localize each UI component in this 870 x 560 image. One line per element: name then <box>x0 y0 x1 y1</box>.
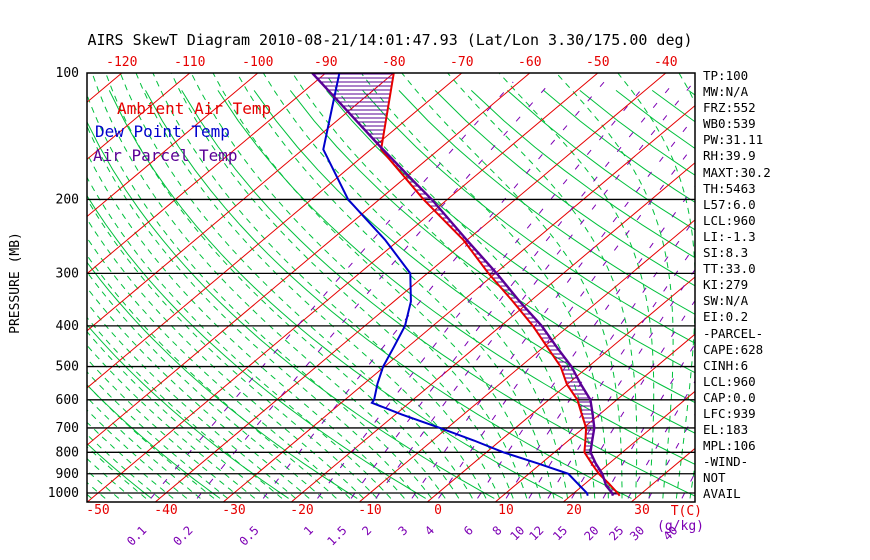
plot-frame <box>86 72 696 503</box>
mixing-ratio-tick: 20 <box>581 523 601 543</box>
bottom-temp-axis-labels: -50 -40 -30 -20 -10 0 10 20 30 <box>86 503 650 518</box>
stat-line: CINH:6 <box>703 357 749 373</box>
stat-line: WB0:539 <box>703 116 756 132</box>
top-temp-tick: -90 <box>314 55 337 70</box>
mixing-ratio-tick: 0.5 <box>237 523 262 548</box>
top-temp-axis-labels: -120 -110 -100 -90 -80 -70 -60 -50 -40 <box>106 55 677 70</box>
stat-line: TT:33.0 <box>703 261 756 277</box>
plot-area <box>87 73 695 502</box>
stat-line: -WIND- <box>703 454 749 470</box>
mixing-ratio-tick: 10 <box>507 523 527 543</box>
mixing-ratio-tick: 30 <box>627 523 647 543</box>
stat-line: TP:100 <box>703 68 749 83</box>
stat-line: L57:6.0 <box>703 196 756 212</box>
mixing-ratio-tick: 2 <box>359 523 374 538</box>
legend-dew-point-temp: Dew Point Temp <box>95 122 230 141</box>
top-temp-tick: -100 <box>242 55 273 70</box>
pressure-tick: 300 <box>56 266 79 281</box>
stat-line: LCL:960 <box>703 373 756 389</box>
dewpoint-curve <box>322 73 589 497</box>
pressure-tick: 400 <box>56 319 79 334</box>
mixing-ratio-tick: 25 <box>606 523 626 543</box>
top-temp-tick: -120 <box>106 55 137 70</box>
pressure-tick: 900 <box>56 467 79 482</box>
stat-line: SI:8.3 <box>703 245 749 261</box>
mixing-ratio-tick: 0.2 <box>170 523 195 548</box>
mixing-ratio-tick: 3 <box>395 523 410 538</box>
pressure-tick: 800 <box>56 445 79 460</box>
pressure-tick: 600 <box>56 393 79 408</box>
stat-line: LI:-1.3 <box>703 228 756 244</box>
pressure-tick: 100 <box>56 66 79 81</box>
stat-line: FRZ:552 <box>703 100 756 116</box>
top-temp-tick: -60 <box>518 55 541 70</box>
bottom-temp-tick: 10 <box>498 503 514 518</box>
pressure-tick: 1000 <box>48 486 79 501</box>
top-temp-tick: -50 <box>586 55 609 70</box>
stat-line: LCL:960 <box>703 212 756 228</box>
bottom-temp-tick: 20 <box>566 503 582 518</box>
mixing-ratio-tick: 12 <box>526 523 546 543</box>
bottom-temp-tick: -30 <box>222 503 245 518</box>
legend-air-parcel-temp: Air Parcel Temp <box>93 146 238 165</box>
mixing-ratio-tick: 1.5 <box>324 523 349 548</box>
pressure-axis-tick-labels: 100 200 300 400 500 600 700 800 900 1000 <box>48 66 79 501</box>
mixing-ratio-tick: 0.1 <box>124 523 149 548</box>
stat-line: RH:39.9 <box>703 148 756 164</box>
cape-hatch-area <box>312 73 620 496</box>
pressure-tick: 200 <box>56 192 79 207</box>
bottom-temp-tick: 0 <box>434 503 442 518</box>
chart-title: AIRS SkewT Diagram 2010-08-21/14:01:47.9… <box>87 31 693 49</box>
mixing-ratio-tick: 4 <box>422 523 437 538</box>
stat-line: CAP:0.0 <box>703 389 756 405</box>
temp-unit-label: T(C) <box>670 504 702 519</box>
ambient-temp-curve <box>380 73 621 497</box>
stat-line: KI:279 <box>703 277 749 293</box>
mixing-ratio-unit-label: (g/kg) <box>657 519 704 534</box>
top-temp-tick: -80 <box>382 55 405 70</box>
pressure-tick: 500 <box>56 360 79 375</box>
stats-panel: TP:100 MW:N/A FRZ:552 WB0:539 PW:31.11 RH:39.… <box>703 68 771 503</box>
legend-ambient-air-temp: Ambient Air Temp <box>117 99 272 118</box>
pressure-tick: 700 <box>56 421 79 436</box>
stat-line: LFC:939 <box>703 405 756 421</box>
stat-line: NOT <box>703 470 726 486</box>
pressure-grid-lines <box>87 198 695 494</box>
stat-line: AVAIL <box>703 486 741 502</box>
dry-adiabat-grid <box>87 89 695 499</box>
top-temp-tick: -110 <box>174 55 205 70</box>
pressure-axis-label: PRESSURE (MB) <box>8 232 23 334</box>
stat-line: PW:31.11 <box>703 132 764 148</box>
bottom-temp-tick: -10 <box>358 503 381 518</box>
mixing-ratio-tick: 15 <box>550 523 570 543</box>
stat-line: EI:0.2 <box>703 309 749 325</box>
stat-line: MAXT:30.2 <box>703 164 771 180</box>
stat-line: MPL:106 <box>703 438 756 454</box>
bottom-temp-tick: -20 <box>290 503 313 518</box>
stat-line: SW:N/A <box>703 293 749 309</box>
bottom-temp-tick: -40 <box>154 503 177 518</box>
parcel-curve <box>311 73 615 497</box>
bottom-temp-tick: -50 <box>86 503 109 518</box>
bottom-temp-tick: 30 <box>634 503 650 518</box>
stat-line: EL:183 <box>703 422 749 438</box>
moist-adiabat-grid <box>87 73 695 499</box>
stat-line: -PARCEL- <box>703 325 764 341</box>
mixing-ratio-tick: 1 <box>301 523 316 538</box>
mixing-ratio-tick: 6 <box>461 523 476 538</box>
top-temp-tick: -40 <box>654 55 677 70</box>
top-temp-tick: -70 <box>450 55 473 70</box>
mixing-ratio-grid <box>150 81 695 499</box>
stat-line: TH:5463 <box>703 180 756 196</box>
stat-line: CAPE:628 <box>703 341 764 357</box>
mixing-ratio-tick: 8 <box>490 523 505 538</box>
stat-line: MW:N/A <box>703 84 749 100</box>
